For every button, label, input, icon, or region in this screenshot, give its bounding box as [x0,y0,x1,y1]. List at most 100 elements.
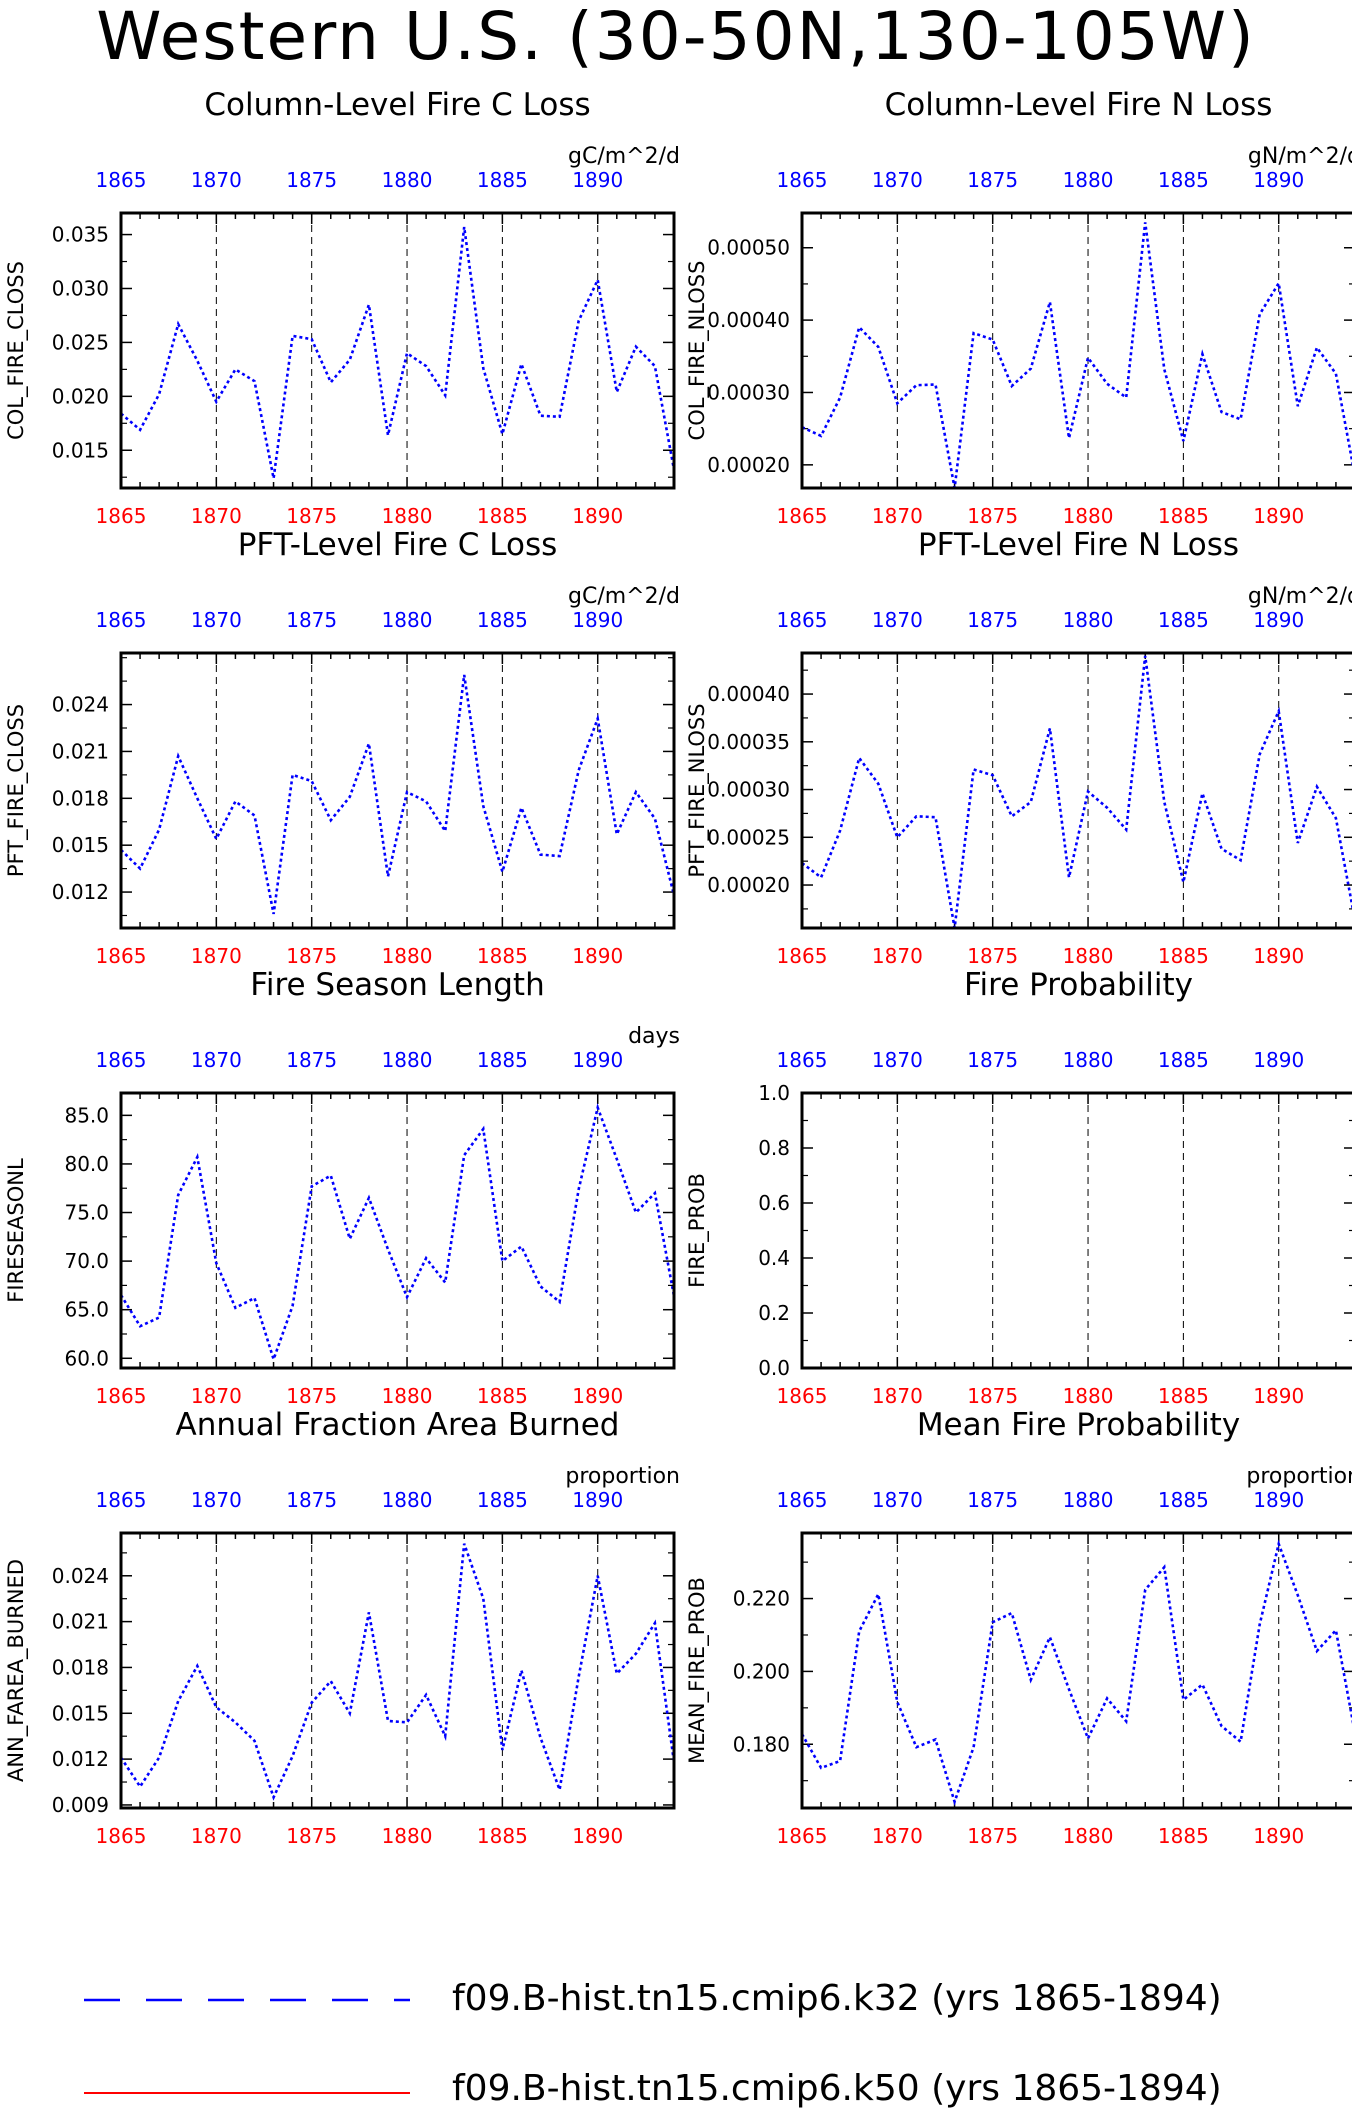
x-tick-label-top: 1875 [967,1488,1018,1512]
x-tick-label-top: 1890 [572,608,623,632]
x-tick-label-bottom: 1870 [191,1384,242,1408]
chart-panel-4: PFT-Level Fire N Loss gN/m^2/d PFT_FIRE_NL… [685,527,1352,968]
chart-title: Annual Fraction Area Burned [176,1407,620,1443]
x-tick-label-top: 1865 [96,168,147,192]
units-label: gC/m^2/d [568,144,680,169]
x-tick-label-top: 1880 [1063,1048,1114,1072]
x-tick-label-bottom: 1885 [477,1824,528,1848]
legend-label-2: f09.B-hist.tn15.cmip6.k50 (yrs 1865-1894… [452,2068,1222,2109]
x-tick-label-top: 1865 [96,1488,147,1512]
plot-frame [800,1531,1352,1810]
x-tick-label-top: 1880 [382,1048,433,1072]
x-tick-label-bottom: 1885 [1158,1384,1209,1408]
x-tick-label-top: 1870 [191,1488,242,1512]
x-tick-label-top: 1870 [872,1488,923,1512]
chart-title: Fire Probability [964,967,1193,1003]
y-tick-label: 0.00050 [707,236,790,260]
y-tick-label: 0.6 [758,1191,790,1215]
x-tick-label-bottom: 1885 [477,1384,528,1408]
y-axis-label: PFT_FIRE_NLOSS [685,703,710,877]
plot-frame [800,1091,1352,1370]
y-tick-label: 0.00030 [707,778,790,802]
x-tick-label-top: 1880 [382,608,433,632]
y-tick-label: 0.00040 [707,308,790,332]
x-tick-label-top: 1875 [967,168,1018,192]
chart-panel-5: Fire Season Length days FIRESEASONL 1865 186… [4,967,680,1408]
x-tick-label-top: 1890 [1253,168,1304,192]
units-label: days [628,1024,680,1049]
x-tick-label-bottom: 1870 [872,504,923,528]
x-tick-label-bottom: 1875 [286,1384,337,1408]
y-tick-label: 80.0 [64,1152,109,1176]
units-label: gN/m^2/d [1248,584,1352,609]
y-tick-label: 0.021 [52,739,109,763]
x-tick-label-bottom: 1880 [1063,1824,1114,1848]
x-tick-label-bottom: 1870 [191,944,242,968]
plot-frame [119,1531,676,1810]
series-line-1 [119,1103,676,1364]
x-tick-label-top: 1885 [477,608,528,632]
x-tick-label-bottom: 1865 [96,1824,147,1848]
x-tick-label-top: 1885 [1158,1488,1209,1512]
x-tick-label-top: 1885 [1158,608,1209,632]
plot-frame [119,1091,676,1370]
x-tick-label-top: 1890 [1253,1048,1304,1072]
y-axis-label: COL_FIRE_CLOSS [4,261,29,440]
chart-title: PFT-Level Fire C Loss [238,527,558,563]
x-tick-label-top: 1865 [777,1048,828,1072]
y-tick-label: 0.030 [52,276,109,300]
x-tick-label-bottom: 1870 [872,1384,923,1408]
x-tick-label-bottom: 1875 [286,504,337,528]
x-tick-label-top: 1870 [872,608,923,632]
x-tick-label-top: 1890 [572,1488,623,1512]
x-tick-label-top: 1885 [477,1488,528,1512]
x-tick-label-bottom: 1865 [777,944,828,968]
y-tick-label: 75.0 [64,1201,109,1225]
x-tick-label-top: 1870 [191,1048,242,1072]
y-axis-label: FIRE_PROB [685,1173,710,1288]
y-tick-label: 60.0 [64,1346,109,1370]
x-tick-label-top: 1875 [286,1488,337,1512]
y-tick-label: 0.00035 [707,730,790,754]
x-tick-label-top: 1880 [382,168,433,192]
x-tick-label-bottom: 1870 [872,1824,923,1848]
y-tick-label: 70.0 [64,1249,109,1273]
x-tick-label-bottom: 1875 [967,1384,1018,1408]
x-tick-label-bottom: 1865 [777,1384,828,1408]
y-tick-label: 0.018 [52,1655,109,1679]
x-tick-label-top: 1885 [477,168,528,192]
x-tick-label-top: 1880 [1063,168,1114,192]
x-tick-label-bottom: 1875 [967,1824,1018,1848]
x-tick-label-top: 1865 [777,608,828,632]
y-tick-label: 0.220 [733,1587,790,1611]
x-tick-label-bottom: 1880 [382,944,433,968]
chart-title: Mean Fire Probability [917,1407,1240,1443]
chart-panel-2: Column-Level Fire N Loss gN/m^2/d COL_FIRE… [685,87,1352,528]
x-tick-label-bottom: 1890 [1253,504,1304,528]
x-tick-label-bottom: 1880 [382,1824,433,1848]
y-tick-label: 0.4 [758,1246,790,1270]
y-axis-label: FIRESEASONL [4,1158,28,1303]
x-tick-label-top: 1875 [967,1048,1018,1072]
legend-label-1: f09.B-hist.tn15.cmip6.k32 (yrs 1865-1894… [452,1978,1222,2019]
chart-panel-1: Column-Level Fire C Loss gC/m^2/d COL_FIRE… [4,87,680,528]
plot-frame [119,651,676,930]
series-line-1 [801,222,1352,489]
x-tick-label-bottom: 1865 [777,1824,828,1848]
x-tick-label-top: 1885 [1158,168,1209,192]
plot-frame [119,211,676,490]
y-axis-label: MEAN_FIRE_PROB [685,1577,710,1764]
x-tick-label-top: 1890 [1253,1488,1304,1512]
x-tick-label-top: 1875 [286,608,337,632]
x-tick-label-top: 1870 [872,168,923,192]
y-tick-label: 0.035 [52,223,109,247]
chart-panel-3: PFT-Level Fire C Loss gC/m^2/d PFT_FIRE_CL… [4,527,680,968]
y-tick-label: 0.015 [52,833,109,857]
y-tick-label: 0.015 [52,438,109,462]
x-tick-label-bottom: 1890 [572,1384,623,1408]
plot-frame [800,211,1352,490]
x-tick-label-top: 1875 [286,168,337,192]
